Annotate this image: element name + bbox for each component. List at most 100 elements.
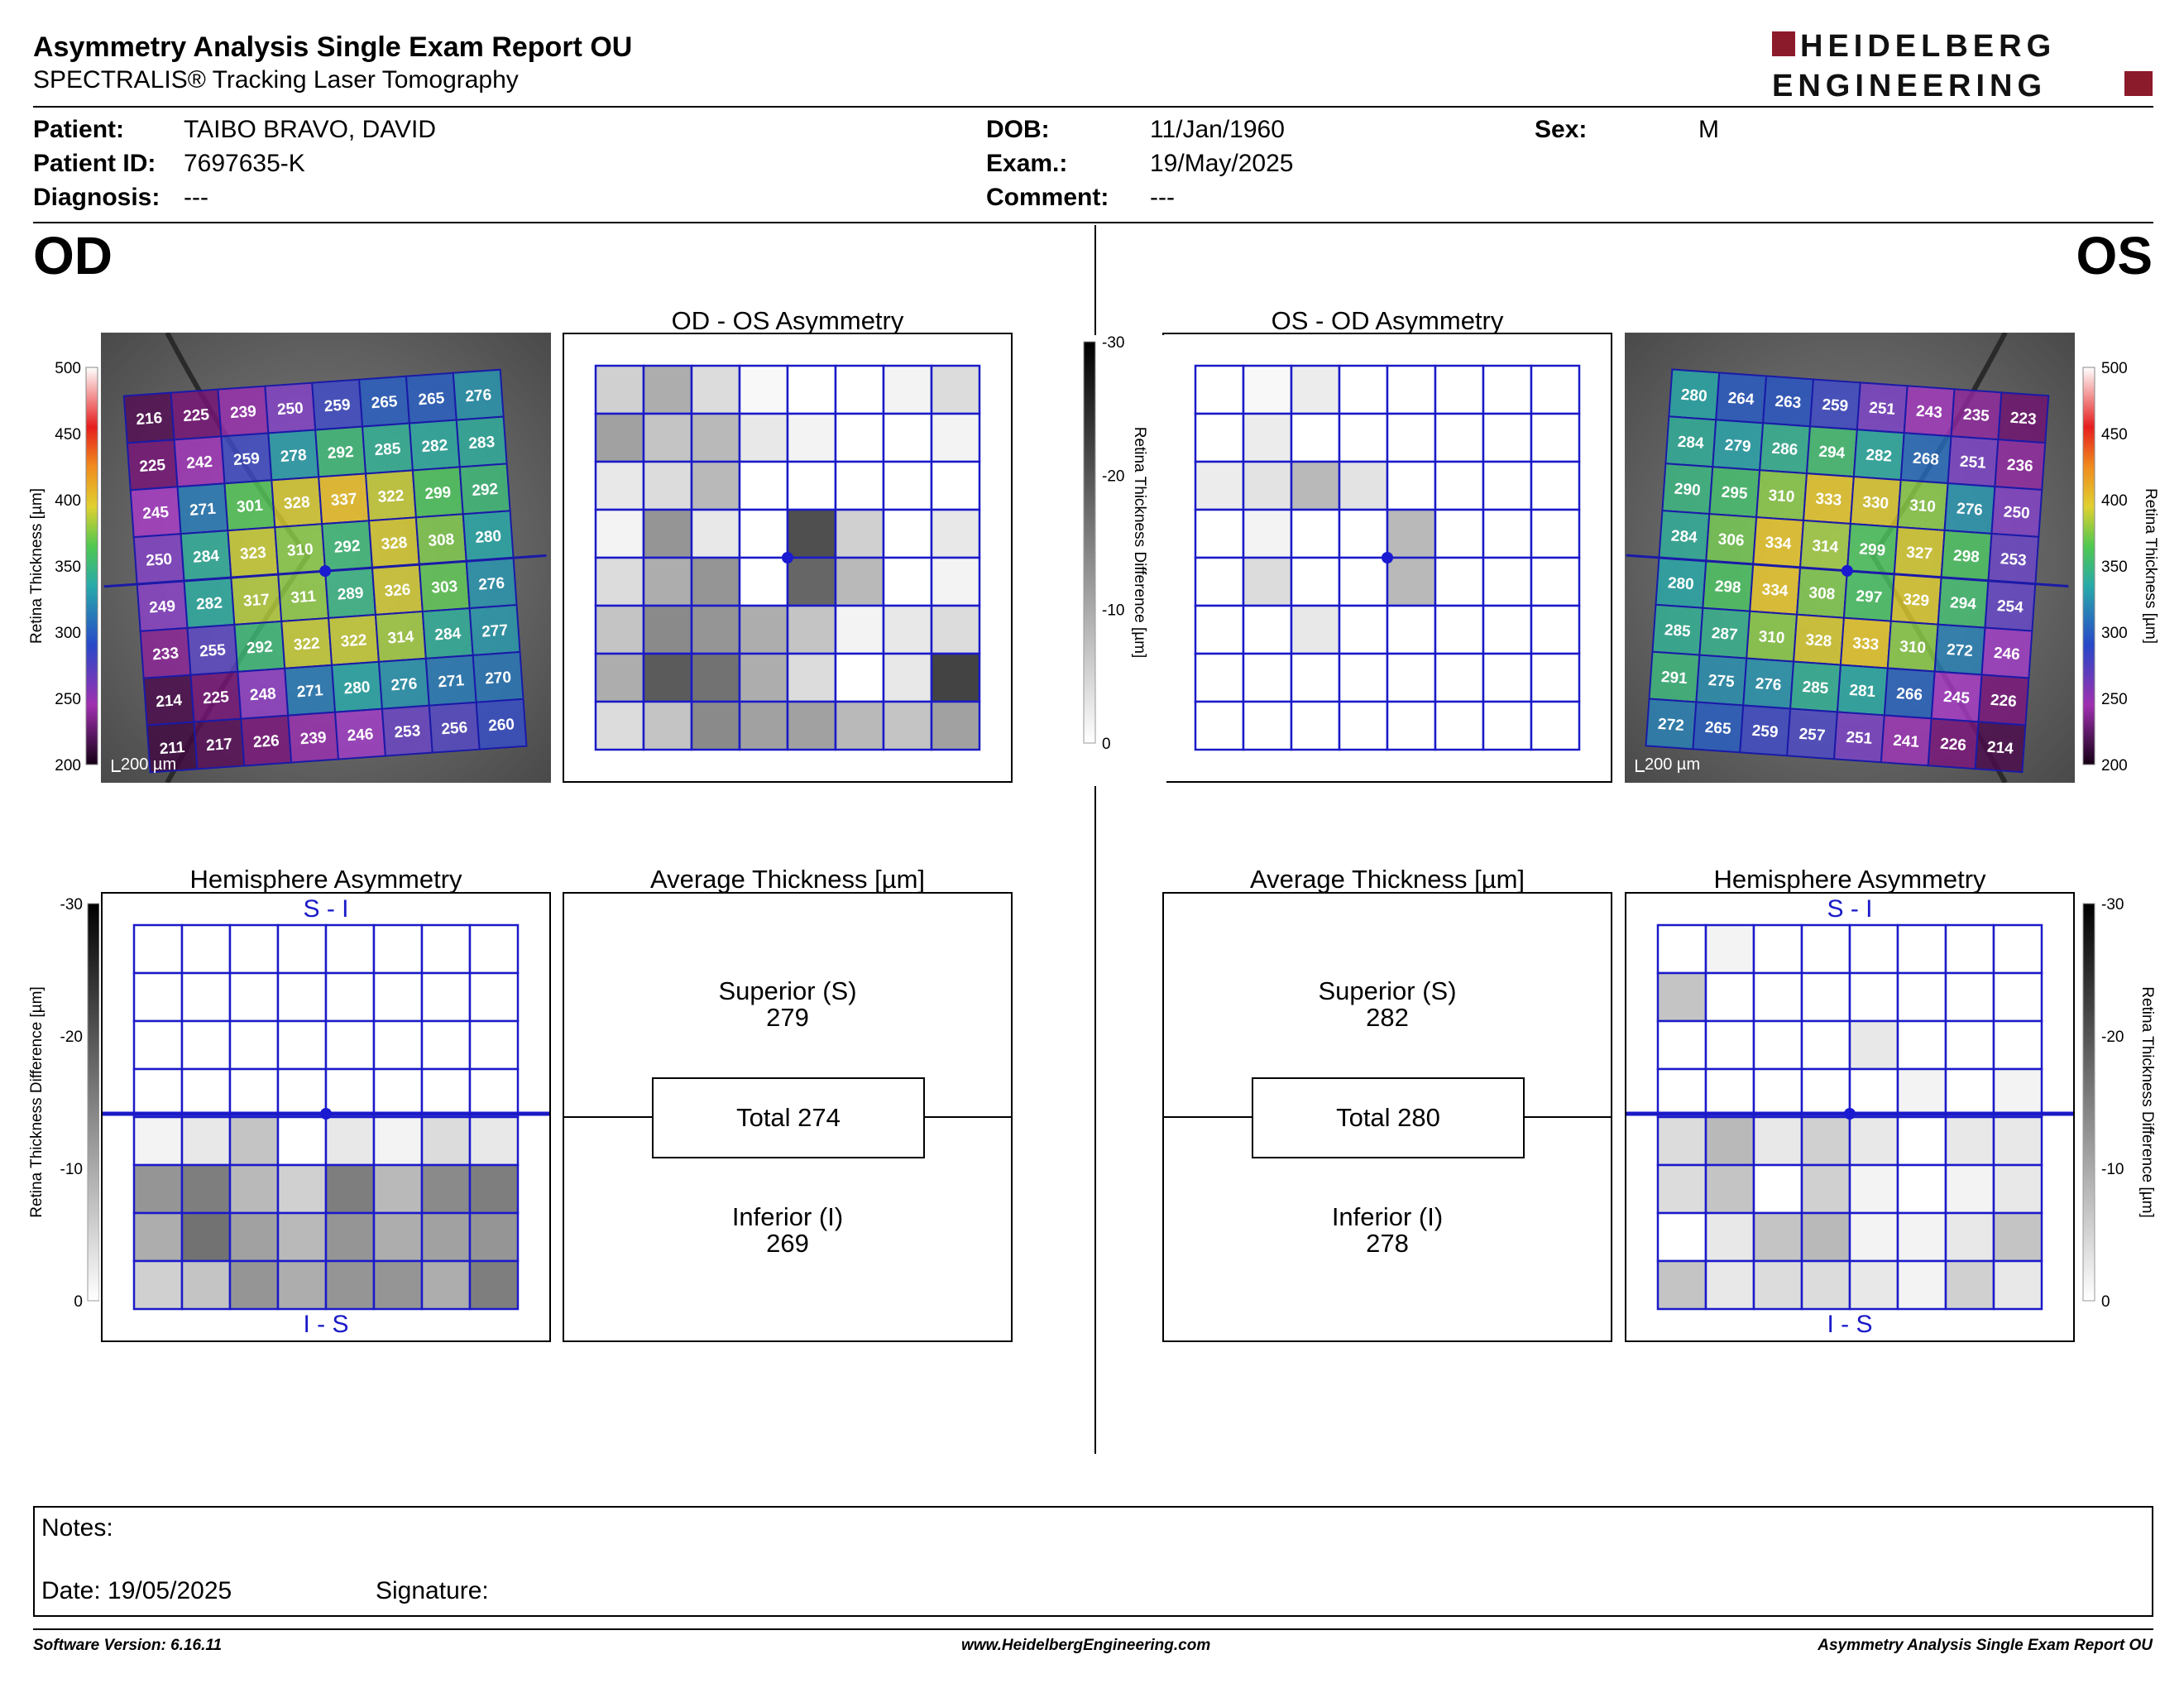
thickness-value: 271: [189, 501, 218, 520]
software-version: Software Version: 6.16.11: [33, 1637, 223, 1654]
asymmetry-cell: [1944, 1067, 1995, 1119]
thickness-value: 263: [1774, 393, 1802, 412]
asymmetry-cell: [1290, 364, 1341, 415]
asymmetry-cell: [1482, 412, 1533, 463]
thickness-value: 306: [1717, 530, 1745, 549]
asymmetry-cell: [1704, 1259, 1755, 1311]
asymmetry-cell: [228, 1259, 280, 1311]
asymmetry-cell: [276, 1259, 328, 1311]
footer-report-name: Asymmetry Analysis Single Exam Report OU: [1818, 1637, 2153, 1654]
thickness-value: 292: [333, 538, 361, 557]
thickness-value: 298: [1952, 547, 1980, 566]
asymmetry-cell: [1752, 1019, 1803, 1071]
notes-label: Notes:: [41, 1514, 113, 1542]
thickness-value: 280: [1667, 574, 1694, 593]
asymmetry-cell: [372, 1163, 424, 1215]
asymmetry-cell: [642, 700, 693, 751]
asymmetry-cell: [1386, 460, 1437, 511]
thickness-value: 259: [1751, 722, 1779, 741]
asymmetry-cell: [738, 700, 789, 751]
asymmetry-cell: [1530, 652, 1581, 703]
asymmetry-cell: [1434, 412, 1485, 463]
heidelberg-logo: HEIDELBERG ENGINEERING: [1770, 28, 2155, 103]
asymmetry-cell: [324, 971, 376, 1023]
asymmetry-cell: [1944, 971, 1995, 1023]
asymmetry-cell: [1290, 652, 1341, 703]
asymmetry-cell: [1896, 1115, 1947, 1167]
asymmetry-cell: [882, 412, 933, 463]
thickness-value: 251: [1846, 729, 1874, 748]
asymmetry-cell: [1800, 1163, 1851, 1215]
asymmetry-cell: [372, 1019, 424, 1071]
thickness-value: 233: [152, 645, 180, 664]
asymmetry-cell: [594, 556, 645, 607]
diagnosis-label: Diagnosis:: [33, 184, 160, 211]
fovea-marker: [1841, 564, 1853, 577]
os-total-box: Total 280: [1252, 1077, 1525, 1158]
asymmetry-cell: [690, 700, 741, 751]
od-difference-legend: -30 -20 -10 0 Retina Thickness Difference [µ…: [25, 894, 100, 1349]
thickness-value: 256: [441, 719, 468, 738]
thickness-value: 327: [1906, 544, 1933, 563]
notes-box[interactable]: Notes: Date: 19/05/2025 Signature:: [33, 1506, 2153, 1617]
asymmetry-cell: [594, 412, 645, 463]
asymmetry-cell: [1752, 923, 1803, 975]
asymmetry-cell: [1896, 1163, 1947, 1215]
asymmetry-cell: [1848, 1259, 1899, 1311]
sex-label: Sex:: [1535, 116, 1588, 143]
asymmetry-cell: [1242, 364, 1293, 415]
thickness-value: 284: [1677, 434, 1705, 453]
fovea-marker: [320, 1108, 332, 1120]
asymmetry-cell: [1434, 700, 1485, 751]
signature-label: Signature:: [376, 1577, 489, 1604]
asymmetry-cell: [834, 460, 885, 511]
asymmetry-cell: [1752, 1115, 1803, 1167]
logo-line2: ENGINEERING: [1772, 69, 2047, 103]
asymmetry-cell: [690, 604, 741, 655]
thickness-value: 271: [438, 672, 466, 691]
thickness-value: 289: [337, 584, 364, 603]
asymmetry-cell: [1800, 971, 1851, 1023]
difference-colorbar: [87, 903, 100, 1302]
asymmetry-cell: [372, 971, 424, 1023]
asymmetry-cell: [930, 556, 981, 607]
asymmetry-cell: [276, 923, 328, 975]
thickness-value: 272: [1946, 641, 1973, 660]
asymmetry-cell: [930, 508, 981, 559]
thickness-value: 250: [276, 400, 304, 419]
thickness-value: 317: [242, 591, 270, 610]
thickness-value: 328: [1805, 631, 1832, 650]
asymmetry-cell: [1848, 1067, 1899, 1119]
asymmetry-cell: [1434, 508, 1485, 559]
thickness-value: 253: [394, 722, 421, 741]
asymmetry-cell: [180, 1163, 232, 1215]
thickness-value: 314: [1812, 537, 1840, 556]
fovea-marker: [1844, 1108, 1856, 1120]
asymmetry-cell: [1896, 1067, 1947, 1119]
asymmetry-cell: [834, 364, 885, 415]
thickness-value: 272: [1657, 716, 1684, 735]
asymmetry-cell: [738, 364, 789, 415]
exam-date: 19/May/2025: [1150, 150, 1294, 177]
asymmetry-cell: [1848, 1163, 1899, 1215]
asymmetry-cell: [1752, 1163, 1803, 1215]
thickness-value: 242: [186, 453, 213, 472]
asymmetry-cell: [1386, 700, 1437, 751]
asymmetry-cell: [690, 460, 741, 511]
asymmetry-cell: [642, 364, 693, 415]
asymmetry-cell: [642, 508, 693, 559]
asymmetry-cell: [420, 1019, 472, 1071]
website-link[interactable]: www.HeidelbergEngineering.com: [961, 1637, 1211, 1654]
asymmetry-cell: [276, 1115, 328, 1167]
asymmetry-cell: [834, 556, 885, 607]
thickness-value: 282: [1866, 447, 1893, 466]
asymmetry-cell: [420, 1163, 472, 1215]
asymmetry-cell: [468, 923, 520, 975]
asymmetry-cell: [132, 1163, 184, 1215]
asymmetry-cell: [228, 1163, 280, 1215]
asymmetry-cell: [882, 604, 933, 655]
od-average-panel: Superior (S) 279 Total 274 Inferior (I) …: [563, 892, 1013, 1342]
thickness-tick: 450: [2101, 426, 2128, 444]
asymmetry-cell: [1530, 604, 1581, 655]
thickness-value: 284: [193, 547, 221, 566]
